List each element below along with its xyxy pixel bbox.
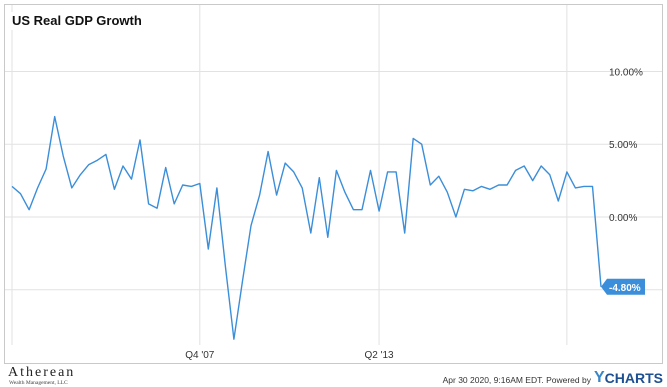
data-point — [429, 184, 431, 186]
data-point — [54, 116, 56, 118]
data-point — [250, 225, 252, 227]
data-point — [114, 188, 116, 190]
data-point — [566, 171, 568, 173]
data-point — [105, 154, 107, 156]
data-point — [574, 187, 576, 189]
data-point — [148, 203, 150, 205]
data-point — [62, 155, 64, 157]
logo-name: Atherean — [8, 365, 76, 380]
data-point — [387, 171, 389, 173]
data-point — [207, 248, 209, 250]
data-point — [455, 216, 457, 218]
data-point — [464, 188, 466, 190]
data-point — [438, 175, 440, 177]
data-point — [131, 178, 133, 180]
data-point — [242, 280, 244, 282]
data-point — [122, 165, 124, 167]
data-point — [293, 171, 295, 173]
data-point — [96, 159, 98, 161]
data-point — [489, 188, 491, 190]
data-point — [190, 186, 192, 188]
data-point — [216, 187, 218, 189]
data-point — [335, 170, 337, 172]
data-point — [45, 168, 47, 170]
data-point — [139, 139, 141, 141]
timestamp-text: Apr 30 2020, 9:16AM EDT. Powered by — [442, 375, 591, 385]
data-point — [592, 186, 594, 188]
data-point — [233, 338, 235, 340]
data-point — [583, 186, 585, 188]
data-point — [173, 203, 175, 205]
series-line — [11, 115, 602, 340]
ycharts-logo-y[interactable]: Y — [593, 369, 605, 386]
x-tick-label: Q4 '07 — [185, 350, 215, 361]
data-point — [506, 184, 508, 186]
data-point — [165, 167, 167, 169]
data-point — [318, 177, 320, 179]
atherean-logo: Atherean Wealth Management, LLC — [8, 365, 128, 387]
data-point — [301, 187, 303, 189]
data-point — [182, 184, 184, 186]
data-point — [446, 191, 448, 193]
data-point — [523, 165, 525, 167]
data-point — [472, 190, 474, 192]
data-point — [412, 137, 414, 139]
logo-subtitle: Wealth Management, LLC — [9, 380, 68, 386]
last-value-label: -4.80% — [609, 283, 641, 294]
data-point — [404, 232, 406, 234]
data-point — [11, 186, 13, 188]
data-point — [276, 194, 278, 196]
data-point — [361, 209, 363, 211]
data-point — [71, 187, 73, 189]
data-point — [549, 174, 551, 176]
data-point — [557, 200, 559, 202]
last-value-flag: -4.80% — [601, 278, 645, 295]
data-point — [481, 186, 483, 188]
data-point — [225, 266, 227, 268]
data-point — [20, 193, 22, 195]
y-tick-label: 0.00% — [609, 213, 637, 224]
data-point — [378, 210, 380, 212]
data-point — [88, 164, 90, 166]
footer-attribution: Apr 30 2020, 9:16AM EDT. Powered by Y CH… — [442, 369, 663, 387]
chart-title: US Real GDP Growth — [9, 12, 147, 30]
data-point — [498, 184, 500, 186]
data-point — [79, 174, 81, 176]
y-tick-label: 10.00% — [609, 67, 643, 78]
data-point — [156, 207, 158, 209]
data-point — [267, 151, 269, 153]
data-point — [540, 165, 542, 167]
data-point — [370, 170, 372, 172]
data-point — [284, 162, 286, 164]
data-point — [532, 180, 534, 182]
data-point — [259, 194, 261, 196]
x-tick-label: Q2 '13 — [364, 350, 394, 361]
data-point — [515, 170, 517, 172]
data-point — [421, 143, 423, 145]
data-point — [395, 171, 397, 173]
data-point — [353, 209, 355, 211]
data-point — [199, 183, 201, 185]
data-point — [327, 236, 329, 238]
y-tick-label: 5.00% — [609, 140, 637, 151]
ycharts-logo-text[interactable]: CHARTS — [604, 370, 663, 386]
last-value-flag-bg — [601, 278, 645, 295]
data-point — [28, 209, 30, 211]
data-point — [344, 191, 346, 193]
data-point — [37, 187, 39, 189]
data-point — [310, 232, 312, 234]
